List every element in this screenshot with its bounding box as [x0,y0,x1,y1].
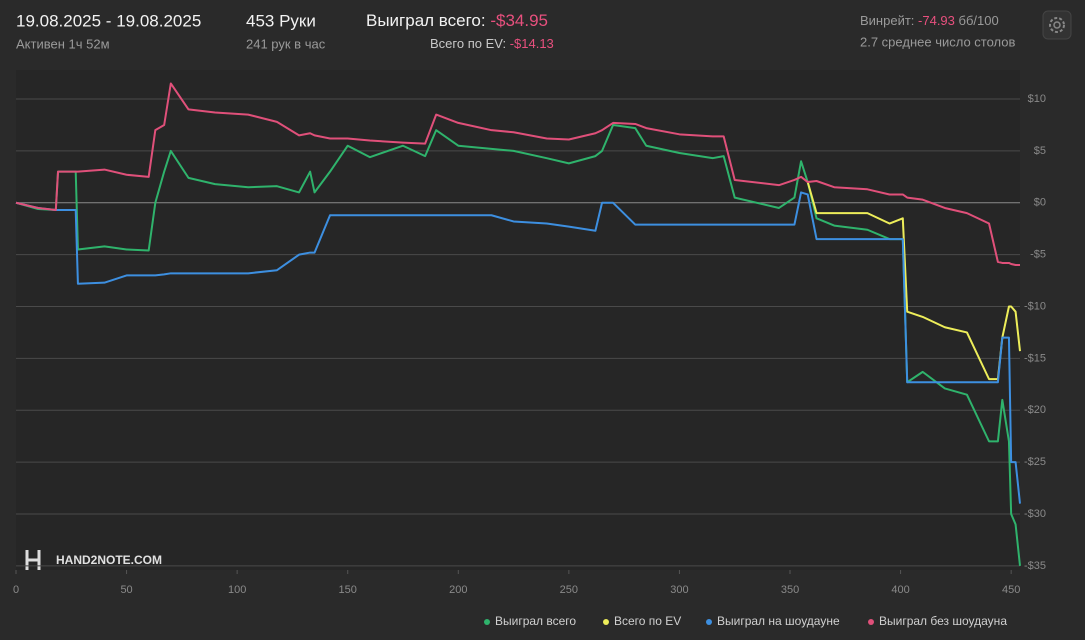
winrate-value: -74.93 [918,13,955,28]
settings-button[interactable] [1042,10,1072,40]
date-range: 19.08.2025 - 19.08.2025 [16,11,201,30]
legend-marker [484,619,490,625]
legend-marker [603,619,609,625]
tables: 2.7 среднее число столов [860,34,1016,49]
x-tick-label: 350 [781,584,799,596]
ev-label: Всего по EV: [430,36,506,51]
y-tick-label: -$35 [1024,560,1046,572]
x-tick-label: 0 [13,584,19,596]
plot-area [16,70,1020,570]
watermark: HAND2NOTE.COM [25,550,162,570]
series-line [15,191,1021,504]
series-line [806,181,1021,381]
y-tick-label: -$15 [1024,352,1046,364]
legend-label: Выиграл всего [495,614,576,628]
watermark-text: HAND2NOTE.COM [56,553,162,567]
winrate: Винрейт: -74.93 бб/100 [860,13,999,28]
y-tick-label: -$5 [1030,249,1046,261]
hands: 453 Руки [246,11,316,30]
legend-marker [706,619,712,625]
series-line [15,82,1020,267]
won-value: -$34.95 [490,11,548,30]
ev-value: -$14.13 [510,36,554,51]
hands-per-hour: 241 рук в час [246,36,326,51]
legend-label: Выиграл без шоудауна [879,614,1007,628]
won-label: Выиграл всего: [366,11,486,30]
y-tick-label: -$25 [1024,456,1046,468]
x-tick-label: 200 [449,584,467,596]
legend-label: Всего по EV [614,614,681,628]
x-tick-label: 100 [228,584,246,596]
y-tick-label: $0 [1034,197,1046,209]
x-tick-label: 150 [339,584,357,596]
legend-marker [868,619,874,625]
y-tick-label: -$30 [1024,508,1046,520]
y-tick-label: $10 [1028,93,1046,105]
x-tick-label: 300 [670,584,688,596]
y-tick-label: -$20 [1024,404,1046,416]
y-tick-label: -$10 [1024,300,1046,312]
won-total: Выиграл всего: -$34.95 [366,11,548,30]
x-tick-label: 50 [120,584,132,596]
x-tick-label: 450 [1002,584,1020,596]
winrate-unit: бб/100 [959,13,999,28]
active-time: Активен 1ч 52м [16,36,110,51]
y-tick-label: $5 [1034,145,1046,157]
winrate-label: Винрейт: [860,13,914,28]
ev-total: Всего по EV: -$14.13 [430,36,554,51]
x-tick-label: 250 [560,584,578,596]
series-line [15,123,1021,566]
legend-label: Выиграл на шоудауне [717,614,840,628]
x-tick-label: 400 [891,584,909,596]
